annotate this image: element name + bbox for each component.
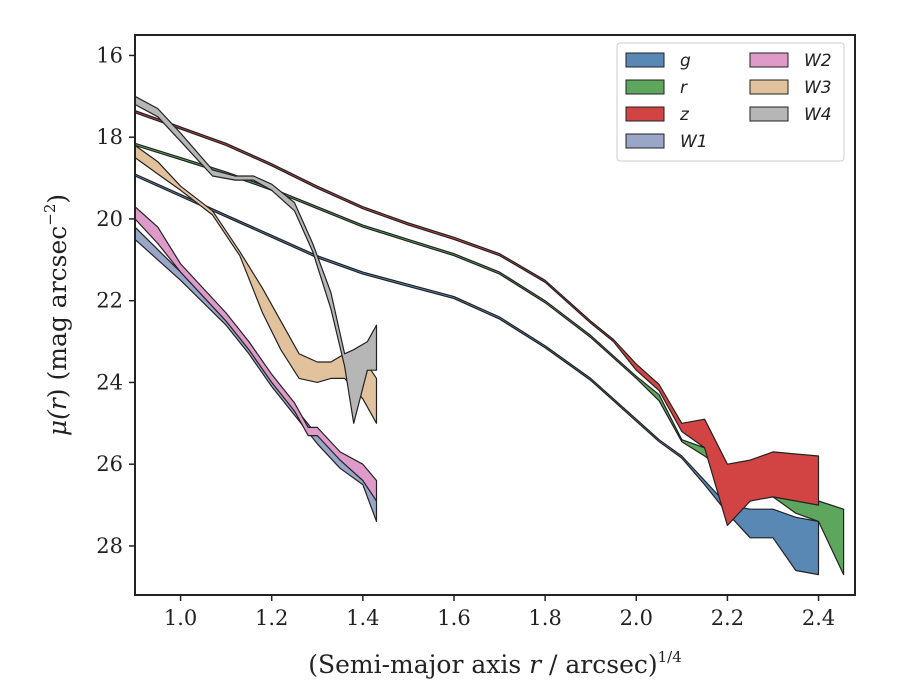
legend-item-w1: W1 bbox=[625, 132, 708, 152]
x-axis-label: (Semi-major axis r / arcsec)1/4 bbox=[308, 648, 682, 679]
legend: grz W1 W2 W3 W4 bbox=[616, 42, 845, 162]
plot-frame bbox=[134, 34, 856, 596]
x-tick-label: 1.0 bbox=[164, 606, 197, 630]
y-tick-label: 24 bbox=[96, 370, 123, 394]
y-axis: 16 18 20 22 24 26 28 bbox=[96, 43, 135, 558]
series-w3-band bbox=[135, 144, 378, 424]
legend-label: W3 bbox=[804, 78, 832, 98]
legend-swatch bbox=[625, 133, 665, 149]
series-w2-band bbox=[135, 206, 378, 502]
x-tick-label: 2.4 bbox=[802, 606, 835, 630]
series-w2 bbox=[135, 206, 378, 502]
legend-item-w4: W4 bbox=[749, 105, 832, 125]
legend-swatch bbox=[749, 106, 789, 122]
legend-label: W4 bbox=[804, 105, 832, 125]
y-axis-label: μ(r) (mag arcsec−2) bbox=[41, 194, 72, 436]
legend-item-r: r bbox=[625, 78, 688, 98]
series-w4 bbox=[135, 95, 378, 424]
series-z bbox=[135, 110, 820, 527]
series-r bbox=[135, 142, 845, 576]
y-tick-label: 18 bbox=[96, 125, 123, 149]
x-tick-label: 2.0 bbox=[620, 606, 653, 630]
legend-swatch bbox=[625, 106, 665, 122]
legend-swatch bbox=[749, 79, 789, 95]
y-tick-label: 26 bbox=[96, 452, 123, 476]
series-z-band bbox=[135, 110, 820, 527]
series-layer bbox=[135, 95, 845, 576]
series-g-band bbox=[135, 173, 820, 576]
x-tick-label: 1.6 bbox=[437, 606, 470, 630]
x-tick-label: 2.2 bbox=[711, 606, 744, 630]
series-w4-band bbox=[135, 95, 378, 424]
series-r-band bbox=[135, 142, 845, 576]
legend-swatch bbox=[625, 52, 665, 68]
legend-item-w2: W2 bbox=[749, 51, 832, 71]
y-tick-label: 28 bbox=[96, 534, 123, 558]
legend-swatch bbox=[625, 79, 665, 95]
legend-item-g: g bbox=[625, 51, 691, 71]
legend-swatch bbox=[749, 52, 789, 68]
legend-item-z: z bbox=[625, 105, 690, 125]
legend-box bbox=[616, 42, 845, 162]
y-tick-label: 16 bbox=[96, 43, 123, 67]
y-tick-label: 22 bbox=[96, 289, 123, 313]
x-axis: 1.0 1.2 1.4 1.6 1.8 2.0 2.2 2.4 bbox=[164, 595, 835, 630]
series-w3 bbox=[135, 144, 378, 424]
x-tick-label: 1.4 bbox=[346, 606, 379, 630]
legend-label: z bbox=[679, 105, 690, 125]
legend-label: W2 bbox=[804, 51, 832, 71]
y-tick-label: 20 bbox=[96, 207, 123, 231]
legend-label: g bbox=[680, 51, 691, 71]
series-g bbox=[135, 173, 820, 576]
legend-label: W1 bbox=[680, 132, 708, 152]
legend-label: r bbox=[680, 78, 688, 98]
x-tick-label: 1.8 bbox=[528, 606, 561, 630]
legend-item-w3: W3 bbox=[749, 78, 832, 98]
x-tick-label: 1.2 bbox=[255, 606, 288, 630]
